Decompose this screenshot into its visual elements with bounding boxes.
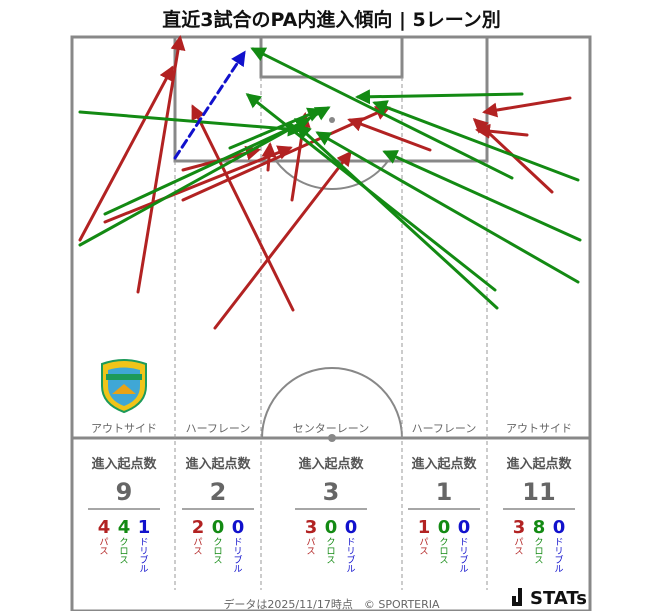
cross-arrow [228,107,323,150]
dribble-count: 0 [458,517,471,538]
cross-arrow [78,110,303,137]
dribble-type-label: ドリブル [233,538,242,575]
center-spot [328,434,336,442]
entry-count-value: 1 [436,478,453,506]
dribble-type-label: ドリブル [554,538,563,575]
entry-count-value: 3 [323,478,340,506]
center-circle [261,367,403,439]
cross-type-label: クロス [534,537,543,566]
pass-type-label: パス [419,537,428,557]
cross-count: 0 [212,517,225,538]
pass-count: 4 [98,517,111,538]
pass-arrow [136,35,186,294]
dribble-type-label: ドリブル [346,538,355,575]
pass-arrow [347,117,432,152]
lane-label: ハーフレーン [412,422,477,435]
cross-arrow [355,89,524,105]
chart-title: 直近3試合のPA内進入傾向 | 5レーン別 [162,9,501,31]
pass-count: 3 [305,517,318,538]
cross-count: 0 [438,517,451,538]
dribble-count: 0 [345,517,358,538]
pass-arrow [103,145,293,224]
cross-count: 0 [325,517,338,538]
pass-arrow [191,104,295,312]
cross-type-label: クロス [326,537,335,566]
pass-arrow [78,65,174,242]
cross-count: 8 [533,517,546,538]
pass-arrow [261,142,277,172]
entry-count-value: 11 [522,478,555,506]
pass-type-label: パス [193,537,202,557]
cross-arrow [372,100,580,182]
cross-arrow [250,47,514,180]
brand-text: STATs [530,588,587,609]
entry-count-label: 進入起点数 [185,456,251,472]
arrow-layer [78,35,582,330]
cross-arrow [382,150,582,242]
pass-arrow [475,123,529,139]
pass-type-label: パス [306,537,315,557]
cross-type-label: クロス [439,537,448,566]
pass-count: 2 [192,517,205,538]
brand-mark-icon [512,588,523,606]
dribble-arrow [173,50,246,160]
dribble-count: 1 [138,517,151,538]
cross-count: 4 [118,517,131,538]
lane-label: ハーフレーン [186,422,251,435]
cross-type-label: クロス [119,537,128,566]
team-emblem [101,359,147,414]
footer-note: データは2025/11/17時点 © SPORTERIA [223,598,440,611]
cross-arrow [315,131,580,284]
dribble-type-label: ドリブル [139,538,148,575]
brand-logo: STATs [512,588,587,609]
pass-count: 3 [513,517,526,538]
lane-label: アウトサイド [506,422,572,435]
entry-count-label: 進入起点数 [506,456,572,472]
pass-count: 1 [418,517,431,538]
cross-arrow [245,93,497,292]
dribble-count: 0 [232,517,245,538]
cross-arrow [103,118,311,216]
goal-area [259,35,404,79]
entry-count-label: 進入起点数 [298,456,364,472]
penalty-spot [329,117,335,123]
pass-type-label: パス [99,537,108,557]
entry-count-value: 9 [116,478,133,506]
penalty-arc [275,160,389,190]
entry-count-label: 進入起点数 [411,456,477,472]
cross-arrow [295,123,499,310]
lane-label: アウトサイド [91,422,157,435]
pass-type-label: パス [514,537,523,557]
lane-label: センターレーン [293,422,369,435]
dribble-count: 0 [553,517,566,538]
pass-arrow [213,150,352,330]
dribble-type-label: ドリブル [459,538,468,575]
pass-arrow [482,96,572,118]
cross-type-label: クロス [213,537,222,566]
entry-count-value: 2 [210,478,227,506]
entry-count-label: 進入起点数 [91,456,157,472]
